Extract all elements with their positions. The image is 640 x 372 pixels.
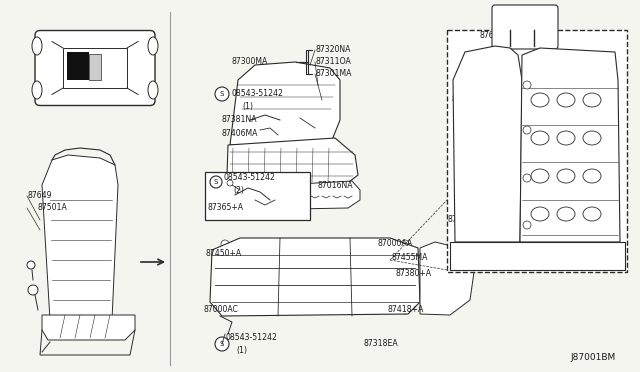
Ellipse shape: [32, 37, 42, 55]
Text: 87455MA: 87455MA: [392, 253, 428, 263]
Circle shape: [278, 115, 292, 129]
Bar: [63, 48, 127, 88]
Bar: [67, 52, 89, 80]
Text: 87380+A: 87380+A: [396, 269, 432, 279]
Ellipse shape: [557, 131, 575, 145]
Text: 08543-51242: 08543-51242: [223, 173, 275, 183]
Circle shape: [523, 126, 531, 134]
Text: 87602+A: 87602+A: [556, 96, 592, 105]
Circle shape: [215, 337, 229, 351]
Text: B6400: B6400: [494, 17, 519, 26]
Ellipse shape: [583, 131, 601, 145]
Text: 87600MA: 87600MA: [480, 31, 516, 39]
Circle shape: [215, 87, 229, 101]
Circle shape: [27, 261, 35, 269]
Ellipse shape: [531, 169, 549, 183]
Text: 87381NA: 87381NA: [222, 115, 257, 125]
Polygon shape: [210, 238, 420, 316]
Text: (1): (1): [242, 102, 253, 110]
Circle shape: [523, 221, 531, 229]
Text: S: S: [220, 341, 224, 347]
Ellipse shape: [148, 37, 158, 55]
Text: 87643+A: 87643+A: [544, 225, 580, 234]
Circle shape: [221, 306, 229, 314]
Text: 87450+A: 87450+A: [205, 248, 241, 257]
Circle shape: [443, 285, 453, 295]
Text: 87406MA: 87406MA: [222, 128, 259, 138]
Bar: [89, 54, 101, 80]
Polygon shape: [230, 62, 340, 145]
Text: (1): (1): [236, 346, 247, 355]
Text: 08543-51242: 08543-51242: [232, 90, 284, 99]
Bar: [447, 30, 627, 272]
Text: 87611DA: 87611DA: [448, 215, 484, 224]
Polygon shape: [228, 181, 360, 210]
Text: 87501A: 87501A: [38, 203, 68, 212]
Circle shape: [523, 81, 531, 89]
Polygon shape: [420, 242, 475, 315]
FancyBboxPatch shape: [35, 31, 155, 106]
Text: 87301MA: 87301MA: [316, 70, 353, 78]
Ellipse shape: [32, 81, 42, 99]
Ellipse shape: [531, 93, 549, 107]
Circle shape: [221, 240, 229, 248]
Circle shape: [313, 125, 323, 135]
Text: 87000AC: 87000AC: [203, 305, 238, 314]
Bar: [450, 242, 625, 270]
Text: (2): (2): [233, 186, 244, 195]
Ellipse shape: [557, 169, 575, 183]
Circle shape: [401, 306, 409, 314]
Ellipse shape: [583, 93, 601, 107]
Ellipse shape: [148, 81, 158, 99]
Text: 87016NA: 87016NA: [317, 180, 353, 189]
Ellipse shape: [531, 131, 549, 145]
Polygon shape: [42, 155, 118, 320]
Ellipse shape: [583, 207, 601, 221]
Bar: [205, 172, 310, 220]
Text: 87418+A: 87418+A: [388, 305, 424, 314]
Text: 87601MA: 87601MA: [562, 109, 598, 118]
Text: 87365+A: 87365+A: [207, 203, 243, 212]
Circle shape: [210, 176, 222, 188]
Text: 87311OA: 87311OA: [316, 58, 352, 67]
Circle shape: [227, 180, 233, 186]
Text: J87001BM: J87001BM: [570, 353, 615, 362]
Polygon shape: [520, 48, 620, 242]
Circle shape: [401, 240, 409, 248]
Polygon shape: [42, 315, 135, 340]
Text: S: S: [220, 91, 224, 97]
Text: 08543-51242: 08543-51242: [226, 334, 278, 343]
Ellipse shape: [557, 93, 575, 107]
Text: 87603+A: 87603+A: [451, 96, 487, 105]
FancyBboxPatch shape: [492, 5, 558, 49]
Text: 87000AA: 87000AA: [378, 238, 413, 247]
Ellipse shape: [531, 207, 549, 221]
Text: 87320NA: 87320NA: [316, 45, 351, 55]
Text: 87318EA: 87318EA: [363, 340, 397, 349]
Ellipse shape: [557, 207, 575, 221]
Text: S: S: [214, 179, 218, 185]
Polygon shape: [227, 138, 358, 188]
Ellipse shape: [583, 169, 601, 183]
Text: 87620PA: 87620PA: [480, 237, 514, 247]
Circle shape: [28, 285, 38, 295]
Text: 87300MA: 87300MA: [231, 58, 268, 67]
Text: 87649: 87649: [27, 192, 51, 201]
Polygon shape: [453, 46, 522, 242]
Circle shape: [523, 174, 531, 182]
